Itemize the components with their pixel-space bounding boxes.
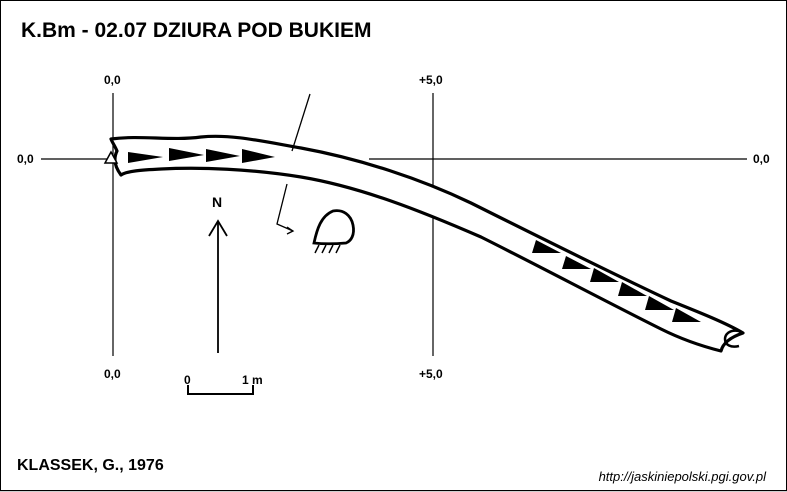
slope-arrow xyxy=(128,152,163,163)
grid-label-x5-top: +5,0 xyxy=(419,73,443,87)
cave-passage-outline xyxy=(109,134,745,353)
north-label: N xyxy=(212,194,223,210)
grid-label-x0-bottom: 0,0 xyxy=(104,367,121,381)
slope-arrows-lower xyxy=(532,240,701,322)
north-arrow-icon xyxy=(208,219,228,353)
rock-symbol-icon xyxy=(312,209,355,246)
slope-arrow xyxy=(590,268,619,282)
slope-arrows-upper xyxy=(128,148,275,163)
grid-label-y0-right: 0,0 xyxy=(753,152,770,166)
slope-arrow xyxy=(562,256,591,269)
section-line xyxy=(291,93,311,152)
grid-label-y0-left: 0,0 xyxy=(17,152,34,166)
slope-arrow xyxy=(206,149,240,162)
rock-hatching-icon xyxy=(314,244,341,254)
slope-arrow xyxy=(645,296,674,310)
section-arrow-icon xyxy=(286,226,295,235)
grid-label-x0-top: 0,0 xyxy=(104,73,121,87)
scale-end-label: 1 m xyxy=(242,373,263,387)
grid-label-x5-bottom: +5,0 xyxy=(419,367,443,381)
passage-end-hook xyxy=(723,329,740,348)
author-credit: KLASSEK, G., 1976 xyxy=(17,457,164,474)
station-triangle-icon xyxy=(103,150,119,164)
slope-arrow xyxy=(618,282,647,296)
slope-arrow xyxy=(672,308,701,322)
section-line-lower xyxy=(276,183,294,232)
slope-arrow xyxy=(242,149,275,163)
scale-bar xyxy=(187,385,254,395)
slope-arrow xyxy=(532,240,561,253)
page-title: K.Bm - 02.07 DZIURA POD BUKIEM xyxy=(21,19,372,42)
slope-arrow xyxy=(169,148,204,161)
source-url[interactable]: http://jaskiniepolski.pgi.gov.pl xyxy=(598,469,766,484)
scale-start-label: 0 xyxy=(184,373,191,387)
